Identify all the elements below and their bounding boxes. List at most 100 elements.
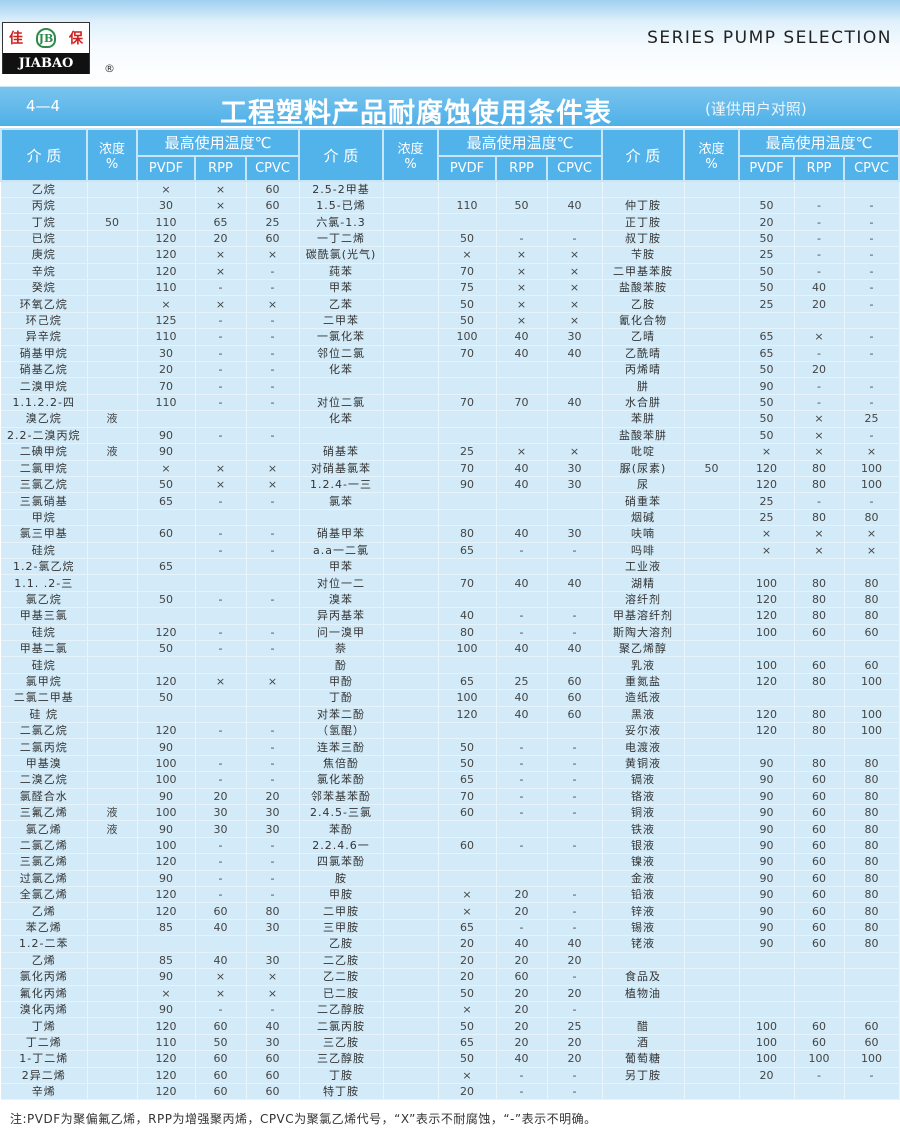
cell-medium: 1.2-二苯 — [1, 935, 88, 953]
cell-medium: 对苯二酚 — [299, 706, 384, 724]
cell-medium: 三甲胺 — [299, 919, 384, 937]
cell-rpp: - — [496, 607, 548, 625]
cell-concentration — [87, 1050, 138, 1068]
cell-cpvc: - — [246, 755, 300, 773]
table-row: 乙烷 × × 60 2.5-2甲基 — [1, 181, 900, 198]
table-row: 乙烯 85 40 30 二乙胺 20 20 20 — [1, 952, 900, 970]
cell-rpp: 30 — [195, 820, 247, 838]
max-temp-header: 最高使用温度℃ — [135, 128, 301, 157]
table-row: 硅烷 - - a.a一二氯 65- - 吗啡 × × × — [1, 542, 900, 559]
cell-medium: 氯三甲基 — [1, 525, 88, 543]
cell-cpvc: × — [547, 246, 603, 264]
cell-medium: 一丁二烯 — [299, 230, 384, 248]
cell-concentration — [383, 394, 439, 412]
cell-concentration — [87, 935, 138, 953]
cell-rpp: 80 — [794, 673, 845, 691]
cell-concentration — [383, 886, 439, 904]
cell-cpvc — [246, 410, 300, 428]
cell-concentration — [684, 246, 740, 264]
cell-rpp: × — [195, 985, 247, 1002]
cell-medium: 乙酰晴 — [602, 345, 685, 363]
cpvc-header: CPVC — [843, 155, 900, 182]
cell-pvdf — [438, 377, 497, 395]
cell-cpvc: - — [844, 295, 900, 313]
cell-concentration — [87, 574, 138, 592]
cell-cpvc: - — [246, 870, 300, 888]
cell-cpvc: 60 — [246, 1083, 300, 1101]
cell-cpvc: - — [547, 1083, 603, 1101]
cell-rpp: 20 — [496, 1034, 548, 1052]
cell-rpp: 60 — [195, 1083, 247, 1101]
cell-medium: 已烷 — [1, 230, 88, 248]
cell-concentration — [383, 755, 439, 773]
table-row: 甲基溴 100- - 焦倍酚 50- - 黄铜液 90 80 80 — [1, 755, 900, 773]
cell-rpp — [794, 689, 845, 707]
concentration-header: 浓度% — [86, 128, 138, 182]
cell-cpvc: - — [246, 1001, 300, 1019]
cell-pvdf — [739, 558, 795, 576]
cell-pvdf: 50 — [137, 640, 196, 658]
cell-medium: 1.5-已烯 — [299, 197, 384, 215]
cell-pvdf: × — [137, 460, 196, 477]
cell-medium: 辛烷 — [1, 263, 88, 281]
cell-concentration — [383, 722, 439, 740]
cell-pvdf: 110 — [137, 1034, 196, 1052]
cell-pvdf: 120 — [137, 1067, 196, 1084]
cell-medium: 乙苯 — [299, 295, 384, 313]
cell-rpp: - — [195, 394, 247, 412]
cell-pvdf: 25 — [739, 246, 795, 264]
cell-concentration — [87, 656, 138, 674]
cell-concentration — [383, 1017, 439, 1035]
cell-cpvc: - — [246, 394, 300, 412]
cell-cpvc: - — [844, 197, 900, 215]
cell-pvdf: 25 — [739, 295, 795, 313]
cell-pvdf — [438, 558, 497, 576]
cell-concentration: 液 — [87, 820, 138, 838]
table-row: 硅烷酚乳液 100 60 60 — [1, 656, 900, 674]
cell-concentration — [684, 574, 740, 592]
cell-concentration — [383, 312, 439, 330]
cell-medium: 吗啡 — [602, 542, 685, 559]
cell-concentration — [383, 968, 439, 986]
table-row: 丙烷 30 × 60 1.5-已烯 110 50 40 仲丁胺 50- - — [1, 197, 900, 215]
cell-rpp — [794, 738, 845, 756]
cell-pvdf: 50 — [739, 230, 795, 248]
cell-cpvc: 80 — [844, 804, 900, 822]
cell-pvdf: 90 — [739, 788, 795, 806]
cell-medium: 葡萄糖 — [602, 1050, 685, 1068]
cell-rpp: × — [496, 246, 548, 264]
cell-medium: 异丙基苯 — [299, 607, 384, 625]
cell-pvdf: 20 — [739, 213, 795, 231]
cell-rpp: × — [195, 460, 247, 477]
cell-concentration — [87, 295, 138, 313]
page-subtitle: (谨供用户对照) — [705, 100, 807, 118]
cell-concentration — [383, 492, 439, 510]
max-temp-header: 最高使用温度℃ — [437, 128, 604, 157]
concentration-label: 浓度 — [397, 142, 424, 157]
cell-medium: 呋喃 — [602, 525, 685, 543]
cell-cpvc — [844, 1001, 900, 1019]
rpp-header: RPP — [793, 155, 846, 182]
cell-pvdf: 110 — [137, 328, 196, 346]
cell-cpvc: 60 — [844, 624, 900, 641]
cell-pvdf: 100 — [739, 1034, 795, 1052]
cell-concentration — [87, 1083, 138, 1101]
cell-rpp: 60 — [195, 1050, 247, 1068]
cell-medium: 三氯乙烷 — [1, 476, 88, 494]
cell-cpvc: - — [547, 919, 603, 937]
cell-rpp — [496, 213, 548, 231]
cell-pvdf: 65 — [438, 771, 497, 789]
cell-concentration — [87, 689, 138, 707]
cell-concentration — [684, 213, 740, 231]
cell-medium: 甲基溴 — [1, 755, 88, 773]
cell-rpp: - — [195, 279, 247, 297]
table-row: 辛烷 120 × - 莼苯 70 × × 二甲基苯胺 50- - — [1, 263, 900, 281]
table-row: 丁二烯 110 50 30 三乙胺 65 20 20 酒 100 60 60 — [1, 1034, 900, 1052]
cell-pvdf — [438, 213, 497, 231]
cell-pvdf: 120 — [137, 1083, 196, 1101]
cell-pvdf — [739, 952, 795, 970]
cell-cpvc: - — [246, 771, 300, 789]
cell-concentration — [383, 1001, 439, 1019]
cell-cpvc — [547, 820, 603, 838]
cell-cpvc: - — [844, 1067, 900, 1084]
